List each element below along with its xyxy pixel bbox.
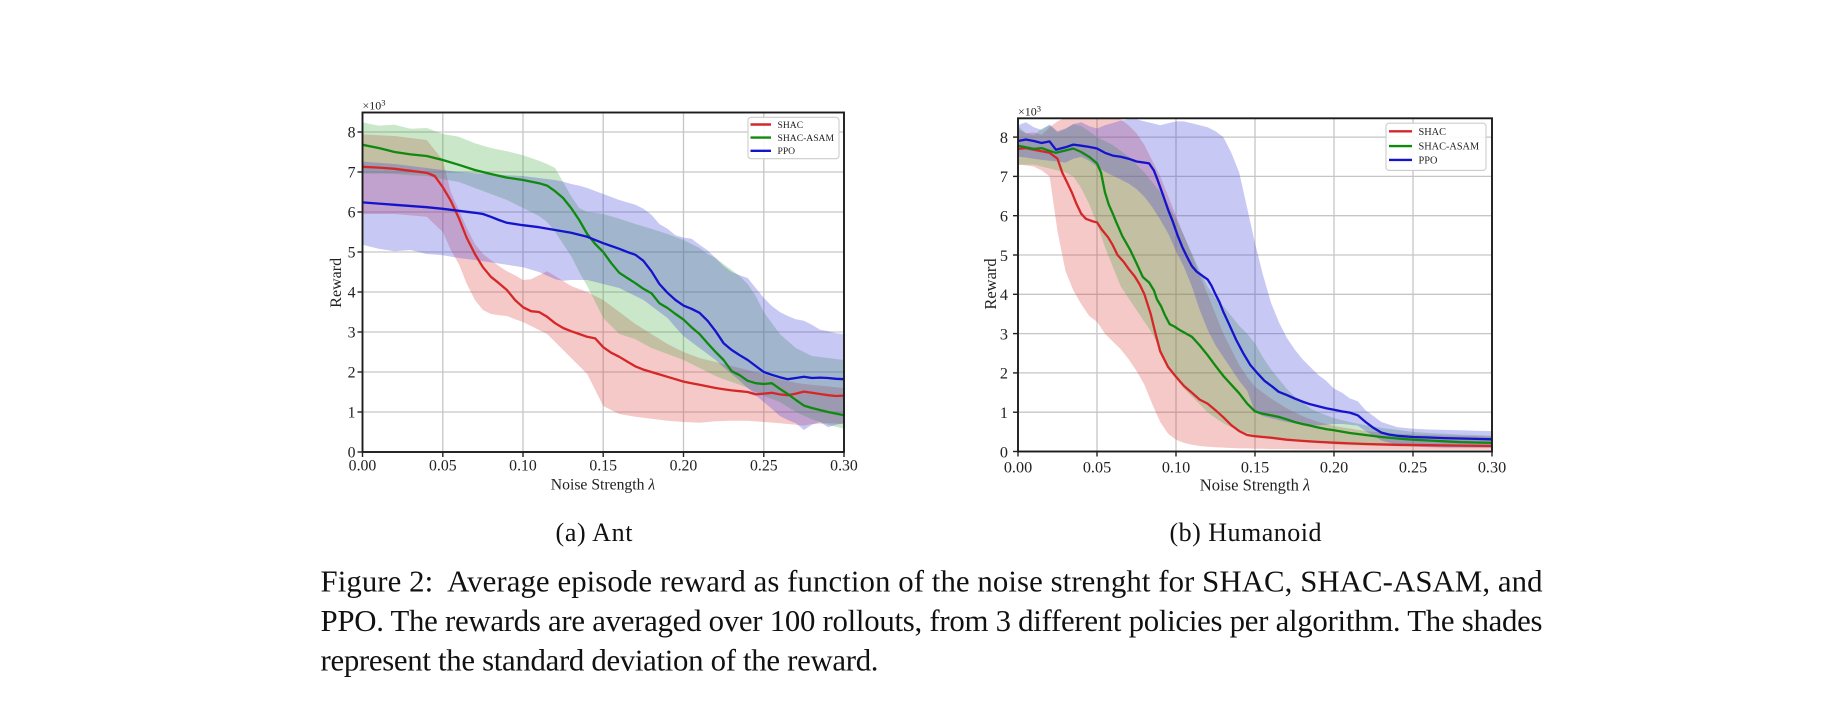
svg-text:2: 2 [1000, 365, 1008, 383]
svg-text:SHAC: SHAC [1419, 127, 1447, 138]
svg-text:1: 1 [1000, 404, 1008, 422]
svg-text:0.25: 0.25 [1399, 459, 1427, 477]
svg-text:1: 1 [348, 405, 356, 422]
svg-text:0: 0 [1000, 443, 1008, 461]
svg-text:SHAC-ASAM: SHAC-ASAM [778, 133, 835, 144]
svg-text:(b) Humanoid: (b) Humanoid [1170, 518, 1322, 547]
svg-text:8: 8 [1000, 129, 1008, 147]
svg-text:6: 6 [1000, 208, 1008, 226]
svg-text:0.00: 0.00 [1004, 459, 1032, 477]
svg-text:8: 8 [348, 125, 356, 142]
svg-text:×103: ×103 [363, 98, 386, 113]
svg-text:0.10: 0.10 [509, 458, 537, 475]
svg-text:5: 5 [348, 245, 356, 262]
svg-text:0.15: 0.15 [1241, 459, 1269, 477]
svg-text:0.00: 0.00 [349, 458, 377, 475]
svg-text:0.05: 0.05 [429, 458, 457, 475]
svg-text:SHAC: SHAC [778, 120, 804, 131]
svg-text:×103: ×103 [1018, 104, 1041, 119]
svg-text:0.25: 0.25 [750, 458, 778, 475]
svg-text:5: 5 [1000, 247, 1008, 265]
svg-text:0.20: 0.20 [670, 458, 698, 475]
svg-text:0.30: 0.30 [830, 458, 858, 475]
svg-text:4: 4 [1000, 286, 1008, 304]
svg-text:Noise Strength λ: Noise Strength λ [551, 477, 656, 494]
svg-text:Reward: Reward [328, 258, 345, 308]
svg-text:2: 2 [348, 365, 356, 382]
svg-text:represent the standard deviati: represent the standard deviation of the … [321, 643, 879, 677]
svg-text:(a) Ant: (a) Ant [556, 518, 634, 547]
svg-text:Figure 2: Average episode rew: Figure 2: Average episode reward as func… [321, 564, 1544, 598]
svg-text:3: 3 [348, 325, 356, 342]
svg-text:7: 7 [1000, 168, 1008, 186]
svg-text:0: 0 [348, 445, 356, 462]
svg-text:SHAC-ASAM: SHAC-ASAM [1419, 142, 1480, 153]
svg-text:3: 3 [1000, 325, 1008, 343]
svg-text:PPO: PPO [1419, 155, 1438, 166]
svg-text:0.15: 0.15 [589, 458, 617, 475]
svg-text:PPO: PPO [778, 146, 796, 157]
svg-text:Noise Strength λ: Noise Strength λ [1200, 476, 1310, 495]
svg-text:Reward: Reward [981, 258, 1000, 310]
svg-text:0.30: 0.30 [1478, 459, 1506, 477]
svg-text:7: 7 [348, 165, 356, 182]
svg-text:0.10: 0.10 [1162, 459, 1190, 477]
svg-text:4: 4 [348, 285, 356, 302]
svg-text:0.05: 0.05 [1083, 459, 1111, 477]
svg-text:0.20: 0.20 [1320, 459, 1348, 477]
svg-text:PPO. The rewards are averaged: PPO. The rewards are averaged over 100 r… [321, 604, 1543, 638]
svg-text:6: 6 [348, 205, 356, 222]
